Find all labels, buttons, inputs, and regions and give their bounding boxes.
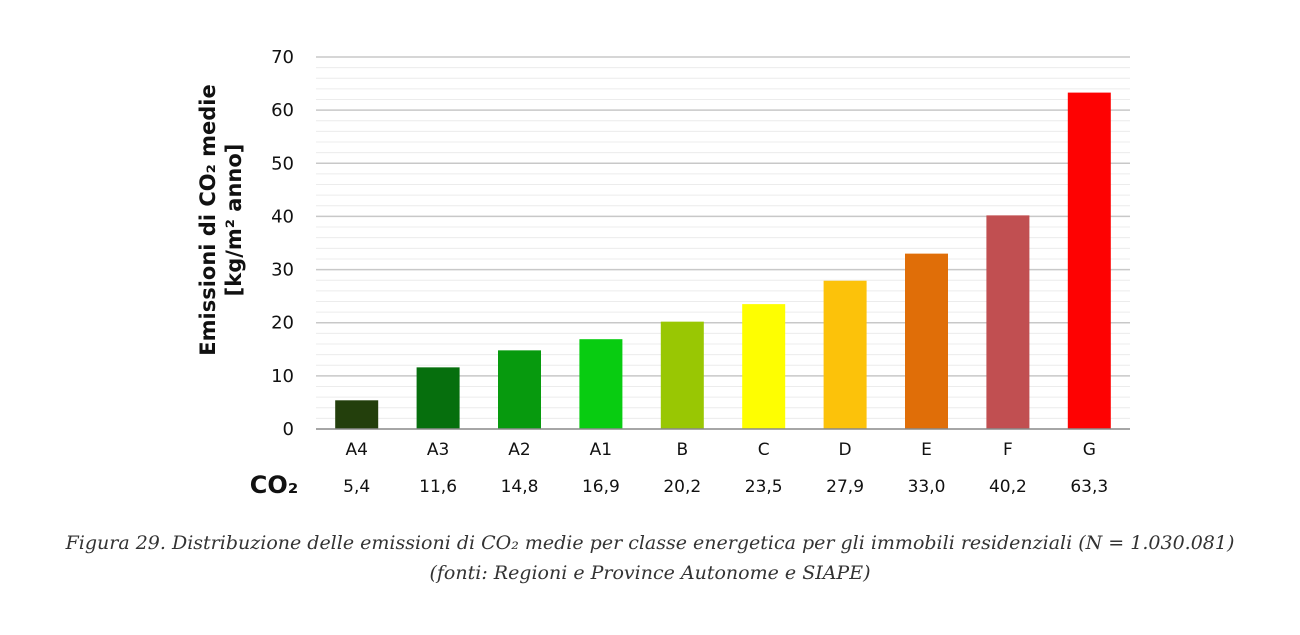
value-label: 40,2 <box>989 477 1027 497</box>
value-label: 27,9 <box>826 477 864 497</box>
bar-b <box>660 321 704 429</box>
bar-g <box>1067 92 1111 429</box>
y-tick-label: 10 <box>271 366 294 387</box>
x-tick-label: G <box>1083 440 1096 460</box>
value-label: 33,0 <box>908 477 946 497</box>
bar-a4 <box>335 400 379 429</box>
y-axis-title-line2: [kg/m² anno] <box>222 144 246 297</box>
bar-f <box>986 215 1030 429</box>
y-tick-label: 30 <box>271 260 294 281</box>
value-label: 14,8 <box>501 477 539 497</box>
bars <box>335 92 1111 429</box>
x-tick-label: D <box>839 440 852 460</box>
x-tick-label: F <box>1003 440 1013 460</box>
value-label: 63,3 <box>1070 477 1108 497</box>
x-tick-label: E <box>921 440 932 460</box>
x-tick-label: A2 <box>508 440 530 460</box>
figure-caption-source: (fonti: Regioni e Province Autonome e SI… <box>429 562 871 584</box>
x-tick-label: A4 <box>345 440 367 460</box>
value-label: 16,9 <box>582 477 620 497</box>
value-row: 5,4 11,6 14,8 16,9 20,2 23,5 27,9 33,0 40,2 63,3 <box>343 477 1108 497</box>
y-axis-title: Emissioni di CO₂ medie [kg/m² anno] <box>196 84 246 355</box>
y-tick-label: 20 <box>271 313 294 334</box>
figure-caption: Figura 29. Distribuzione delle emissioni… <box>65 532 1235 554</box>
y-axis-title-line1: Emissioni di CO₂ medie <box>196 84 220 355</box>
value-label: 23,5 <box>745 477 783 497</box>
bar-a2 <box>498 350 541 429</box>
category-labels: A4 A3 A2 A1 B C D E F G <box>345 440 1095 460</box>
y-tick-label: 50 <box>271 153 294 174</box>
bar-chart: 0 10 20 30 40 50 60 70 A4 A3 A2 A1 B C D E F G 5,4 11,6 14… <box>196 47 1130 499</box>
y-tick-label: 40 <box>271 206 294 227</box>
x-tick-label: C <box>758 440 770 460</box>
bar-a3 <box>416 367 460 429</box>
bar-c <box>742 304 786 429</box>
value-label: 11,6 <box>419 477 457 497</box>
y-axis-ticks: 0 10 20 30 40 50 60 70 <box>271 47 294 440</box>
bar-a1 <box>579 339 623 429</box>
bar-e <box>905 253 948 429</box>
value-label: 20,2 <box>663 477 701 497</box>
value-row-label: CO₂ <box>250 471 299 499</box>
x-tick-label: A3 <box>427 440 449 460</box>
y-tick-label: 70 <box>271 47 294 68</box>
x-tick-label: B <box>676 440 688 460</box>
y-tick-label: 60 <box>271 100 294 121</box>
value-label: 5,4 <box>343 477 370 497</box>
bar-d <box>823 280 867 429</box>
y-tick-label: 0 <box>283 419 294 440</box>
x-tick-label: A1 <box>590 440 612 460</box>
